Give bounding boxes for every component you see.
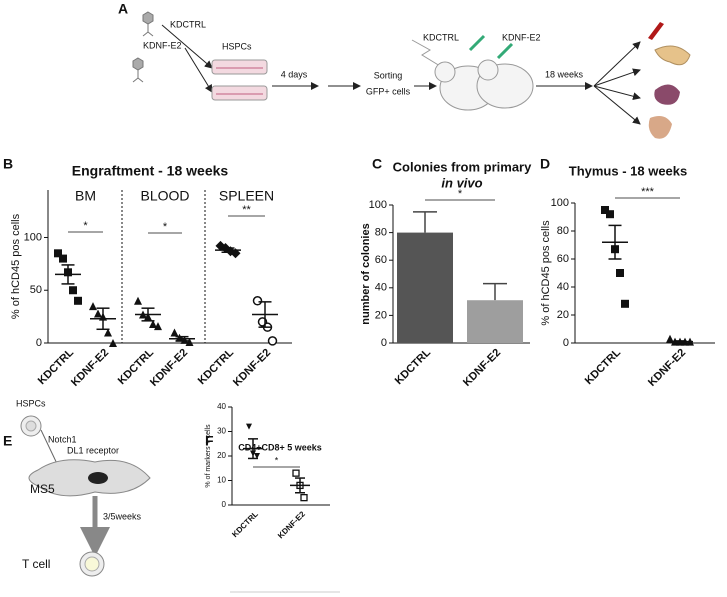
point: [267, 336, 278, 346]
y-tick-label: 100: [551, 197, 569, 209]
point: [149, 320, 157, 329]
panel-label: A: [118, 1, 128, 17]
significance-label: ***: [641, 186, 655, 198]
x-tick-label: KDCTRL: [230, 509, 260, 539]
time-label: 3/5weeks: [103, 511, 142, 521]
point: [94, 309, 102, 318]
y-tick-label: 30: [217, 427, 226, 436]
product-label: T cell: [22, 557, 50, 571]
y-tick-label: 20: [557, 309, 569, 321]
y-tick-label: 80: [557, 225, 569, 237]
y-tick-label: 100: [24, 231, 42, 243]
y-tick-label: 40: [557, 281, 569, 293]
point: [170, 328, 179, 337]
point: [59, 254, 67, 263]
vector-label: KDNF-E2: [143, 40, 182, 50]
chart-title: CD4+CD8+ 5 weeks: [238, 442, 322, 452]
sorting-label: Sorting: [374, 70, 403, 80]
group-header: BLOOD: [140, 188, 189, 204]
y-tick-label: 20: [375, 309, 387, 321]
chart-subtitle: in vivo: [441, 175, 482, 190]
y-axis-label: % of markers + cells: [205, 424, 212, 488]
group-header: BM: [75, 188, 96, 204]
chart-title: Colonies from primary: [393, 159, 532, 174]
point: [254, 453, 260, 459]
y-axis-label: % of hCD45 pos cells: [540, 220, 552, 326]
y-tick-label: 60: [557, 253, 569, 265]
y-tick-label: 0: [36, 337, 42, 349]
x-tick-label: KDNF-E2: [276, 509, 307, 540]
schematic-a: KDCTRL KDNF-E2 HSPCs 4 days Sorting GFP+…: [132, 11, 691, 139]
y-tick-label: 60: [375, 254, 387, 266]
y-tick-label: 50: [30, 284, 42, 296]
point: [606, 210, 614, 219]
y-tick-label: 40: [217, 402, 226, 411]
panel-label: E: [3, 433, 12, 449]
point: [134, 296, 142, 305]
x-tick-label: KDCTRL: [393, 346, 434, 387]
y-tick-label: 80: [375, 227, 387, 239]
cells-label: HSPCs: [222, 41, 252, 51]
point: [54, 249, 62, 258]
point: [180, 335, 189, 344]
significance-label: *: [83, 220, 88, 232]
cells-label: HSPCs: [16, 398, 46, 408]
ligand-label: DL1 receptor: [67, 445, 119, 455]
bar: [397, 232, 453, 343]
step-label: 18 weeks: [545, 69, 584, 79]
point: [69, 286, 77, 295]
bar: [467, 300, 523, 343]
point: [300, 493, 308, 502]
panel-label: D: [540, 156, 550, 172]
point: [292, 469, 300, 477]
point: [616, 269, 624, 277]
schematic-e: HSPCs Notch1 DL1 receptor MS5 3/5weeks T…: [16, 398, 151, 577]
chart-title: Thymus - 18 weeks: [569, 163, 688, 178]
significance-label: *: [458, 188, 463, 200]
stroma-label: MS5: [30, 482, 55, 496]
y-axis-label: number of colonies: [360, 223, 372, 324]
y-tick-label: 20: [217, 451, 226, 460]
significance-label: *: [275, 455, 279, 465]
point: [185, 337, 194, 346]
point: [252, 296, 263, 306]
x-tick-label: KDNF-E2: [69, 347, 111, 389]
point: [154, 322, 162, 331]
point: [621, 299, 629, 308]
y-axis-label: % of hCD45 pos cells: [10, 213, 22, 319]
y-tick-label: 10: [217, 476, 226, 485]
point: [666, 334, 674, 343]
y-tick-label: 0: [563, 337, 569, 349]
sorting-label: GFP+ cells: [366, 86, 411, 96]
receptor-label: Notch1: [48, 434, 77, 444]
point: [74, 296, 82, 305]
panel-label: B: [3, 156, 13, 172]
point: [601, 206, 609, 214]
y-tick-label: 0: [222, 500, 227, 509]
significance-label: **: [242, 204, 251, 216]
x-tick-label: KDNF-E2: [231, 347, 273, 389]
y-tick-label: 0: [381, 337, 387, 349]
point: [89, 302, 97, 311]
x-tick-label: KDNF-E2: [148, 347, 190, 389]
x-tick-label: KDCTRL: [583, 346, 624, 387]
panel-label: F: [205, 433, 214, 449]
injection-label: KDCTRL: [423, 32, 459, 42]
point: [104, 328, 112, 337]
significance-label: *: [163, 221, 168, 233]
x-tick-label: KDNF-E2: [646, 347, 688, 389]
step-label: 4 days: [281, 69, 308, 79]
injection-label: KDNF-E2: [502, 32, 541, 42]
point: [109, 339, 117, 347]
y-tick-label: 40: [375, 282, 387, 294]
chart-title: Engraftment - 18 weeks: [72, 163, 229, 179]
point: [246, 423, 252, 430]
y-tick-label: 100: [369, 199, 387, 211]
x-tick-label: KDNF-E2: [461, 347, 503, 389]
vector-label: KDCTRL: [170, 19, 206, 29]
panel-label: C: [372, 156, 382, 172]
group-header: SPLEEN: [219, 188, 274, 204]
